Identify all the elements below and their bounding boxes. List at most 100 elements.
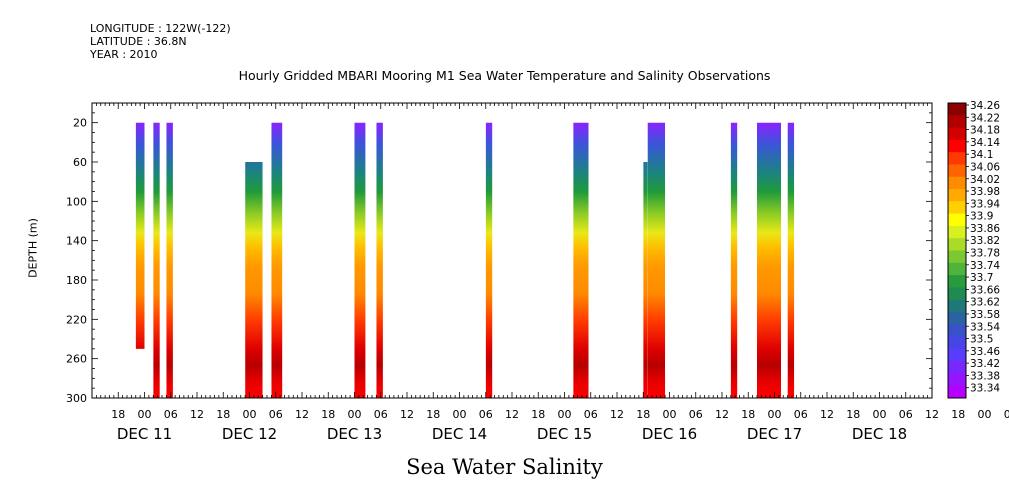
salinity-profile [647, 122, 666, 399]
y-tick-label: 140 [66, 235, 87, 248]
y-tick-label: 100 [66, 195, 87, 208]
x-hour-tick-label: 18 [846, 408, 860, 421]
profile-fill [730, 122, 738, 399]
colorbar-band [948, 287, 966, 301]
x-hour-tick-label: 12 [505, 408, 519, 421]
colorbar-band [948, 336, 966, 350]
profile-fill [757, 122, 782, 399]
colorbar-label: 33.38 [970, 370, 1000, 382]
colorbar-band [948, 225, 966, 239]
x-hour-tick-label: 00 [453, 408, 467, 421]
x-day-label: DEC 15 [537, 425, 592, 443]
x-hour-tick-label: 12 [715, 408, 729, 421]
colorbar-band [948, 176, 966, 190]
colorbar-band [948, 348, 966, 362]
x-hour-tick-label: 18 [636, 408, 650, 421]
colorbar-label: 33.42 [970, 358, 1000, 370]
x-hour-tick-label: 00 [243, 408, 257, 421]
colorbar-band [948, 115, 966, 129]
colorbar-label: 33.82 [970, 235, 1000, 247]
y-tick-label: 220 [66, 313, 87, 326]
x-hour-tick-label: 00 [663, 408, 677, 421]
x-hour-tick-label: 18 [531, 408, 545, 421]
salinity-profile [166, 122, 173, 399]
profile-fill [643, 162, 648, 398]
x-hour-tick-label: 06 [794, 408, 808, 421]
colorbar-label: 33.46 [970, 346, 1000, 358]
colorbar-band [948, 103, 966, 116]
x-hour-tick-label: 12 [295, 408, 309, 421]
colorbar-band [948, 250, 966, 264]
profile-fill [787, 122, 795, 399]
x-hour-tick-label: 12 [820, 408, 834, 421]
x-hour-tick-label: 06 [584, 408, 598, 421]
x-hour-tick-label: 06 [899, 408, 913, 421]
x-hour-tick-label: 06 [689, 408, 703, 421]
x-hour-tick-label: 00 [138, 408, 152, 421]
x-hour-tick-label: 18 [426, 408, 440, 421]
colorbar-label: 33.86 [970, 223, 1000, 235]
axes: 18 00 06 12 18 00 06 12 18 00 06 12 18 00 06 12 18 00 06 12… [66, 102, 1009, 443]
colorbar-frame [947, 102, 967, 399]
salinity-profile [787, 122, 795, 399]
profile-fill [376, 122, 383, 399]
x-axis-label: Sea Water Salinity [406, 455, 603, 479]
x-hour-tick-label: 06 [269, 408, 283, 421]
profile-fill [485, 122, 493, 399]
colorbar-band [948, 324, 966, 338]
x-hour-tick-label: 06 [164, 408, 178, 421]
colorbar-label: 34.14 [970, 137, 1000, 149]
profile-fill [647, 122, 666, 399]
colorbar-band [948, 139, 966, 153]
x-hour-tick-label: 18 [216, 408, 230, 421]
colorbar-label: 33.74 [970, 260, 1000, 272]
colorbar-label: 34.06 [970, 161, 1000, 173]
colorbar-band [948, 373, 966, 387]
chart-title: Hourly Gridded MBARI Mooring M1 Sea Wate… [238, 68, 771, 83]
colorbar-band [948, 127, 966, 141]
plot-area [135, 122, 795, 399]
colorbar-band [948, 238, 966, 251]
salinity-profile [245, 162, 263, 398]
y-tick-label: 300 [66, 392, 87, 405]
colorbar-label: 34.02 [970, 174, 1000, 186]
y-tick-label: 180 [66, 274, 87, 287]
colorbar-label: 33.9 [970, 211, 993, 223]
colorbar-band [948, 385, 966, 399]
x-hour-tick-label: 06 [1004, 408, 1009, 421]
salinity-profile [730, 122, 738, 399]
salinity-profile [573, 122, 589, 399]
y-tick-label: 260 [66, 353, 87, 366]
colorbar-label: 33.7 [970, 272, 993, 284]
y-tick-label: 20 [73, 117, 87, 130]
profile-fill [245, 162, 263, 398]
x-day-label: DEC 14 [432, 425, 487, 443]
salinity-profile [757, 122, 782, 399]
profile-fill [166, 122, 173, 399]
colorbar-label: 33.58 [970, 309, 1000, 321]
colorbar-band [948, 262, 966, 276]
y-tick-label: 60 [73, 156, 87, 169]
year-label: YEAR : 2010 [90, 48, 158, 61]
x-hour-tick-label: 12 [925, 408, 939, 421]
colorbar: 34.2634.2234.1834.1434.134.0634.0233.983… [947, 100, 1000, 399]
colorbar-label: 34.1 [970, 149, 993, 161]
x-hour-tick-label: 18 [951, 408, 965, 421]
colorbar-label: 33.94 [970, 198, 1000, 210]
x-day-label: DEC 11 [117, 425, 172, 443]
x-hour-tick-label: 12 [190, 408, 204, 421]
x-hour-tick-label: 18 [321, 408, 335, 421]
colorbar-band [948, 152, 966, 165]
x-day-label: DEC 16 [642, 425, 697, 443]
profile-fill [354, 122, 366, 399]
x-day-label: DEC 12 [222, 425, 277, 443]
colorbar-label: 33.54 [970, 321, 1000, 333]
profile-fill [153, 122, 160, 399]
colorbar-label: 33.66 [970, 284, 1000, 296]
x-day-label: DEC 17 [747, 425, 802, 443]
colorbar-band [948, 213, 966, 227]
x-day-label: DEC 18 [852, 425, 907, 443]
x-hour-tick-label: 12 [610, 408, 624, 421]
colorbar-band [948, 299, 966, 313]
